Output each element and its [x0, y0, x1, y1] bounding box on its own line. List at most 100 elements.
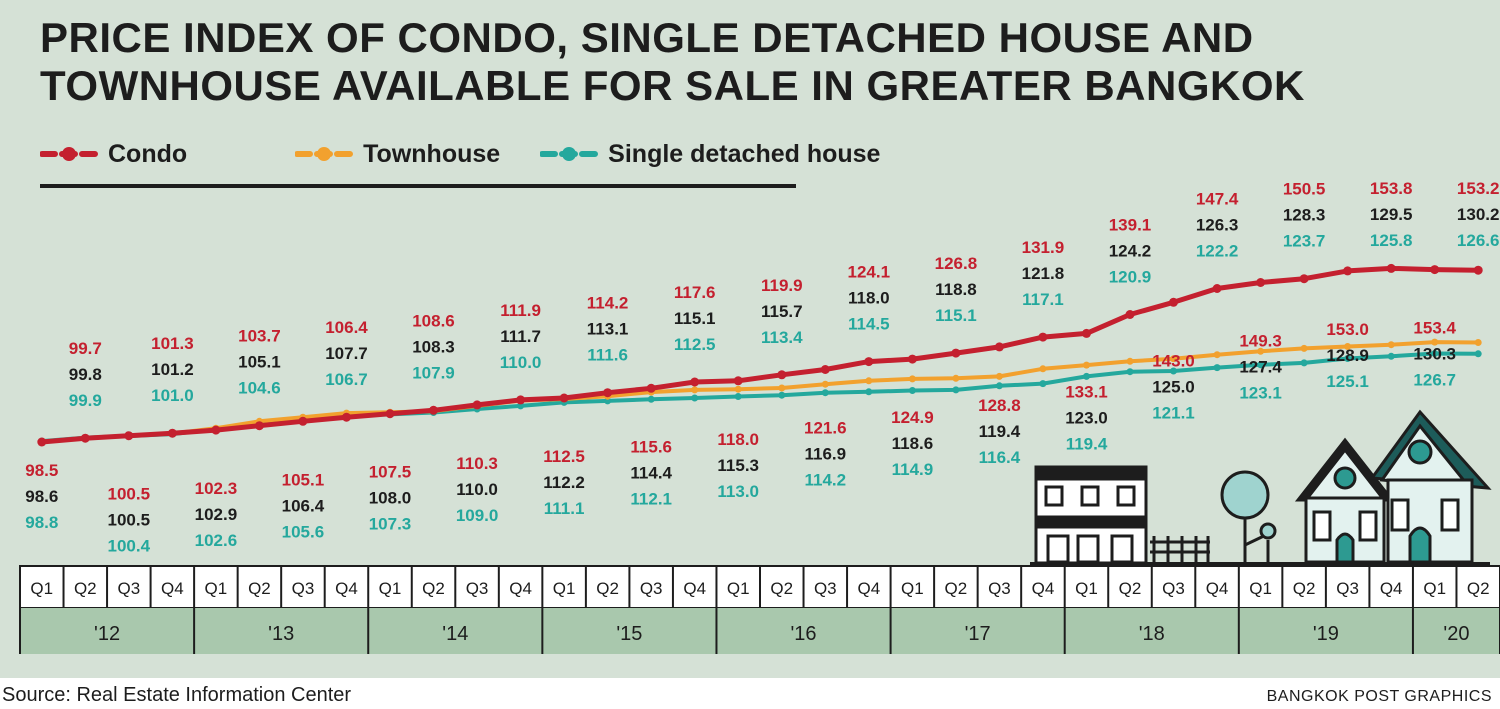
quarter-tick-label: Q2 — [1119, 579, 1142, 598]
quarter-tick-label: Q2 — [248, 579, 271, 598]
single-detached-house-point — [1170, 367, 1177, 375]
condo-point — [1343, 266, 1353, 276]
single-detached-house-data-label: 114.9 — [892, 460, 934, 479]
townhouse-data-label: 108.0 — [369, 489, 412, 508]
condo-point — [646, 383, 656, 393]
condo-data-label: 118.0 — [717, 430, 759, 449]
single-detached-house-point — [734, 393, 742, 400]
condo-data-label: 119.9 — [761, 276, 803, 295]
condo-point — [385, 409, 395, 419]
single-detached-house-point — [1083, 372, 1090, 380]
townhouse-point — [1213, 351, 1221, 359]
condo-data-label: 114.2 — [587, 294, 629, 313]
condo-data-label: 149.3 — [1239, 332, 1282, 351]
quarter-tick-label: Q1 — [379, 579, 402, 598]
condo-data-label: 126.8 — [935, 254, 978, 273]
townhouse-point — [821, 380, 829, 388]
townhouse-point — [908, 375, 916, 383]
condo-point — [1430, 265, 1440, 275]
townhouse-data-label: 111.7 — [500, 327, 541, 346]
condo-point — [951, 348, 961, 358]
townhouse-point — [1431, 338, 1439, 346]
single-detached-house-data-label: 122.2 — [1196, 242, 1239, 261]
quarter-tick-label: Q4 — [161, 579, 184, 598]
condo-point — [994, 342, 1004, 352]
townhouse-point — [1387, 341, 1395, 349]
townhouse-data-label: 101.2 — [151, 360, 194, 379]
legend-swatch-condo — [40, 147, 98, 161]
legend-label-townhouse: Townhouse — [363, 139, 501, 168]
quarter-tick-label: Q4 — [1032, 579, 1055, 598]
source-note: Source: Real Estate Information Center — [2, 684, 352, 706]
townhouse-data-label: 115.7 — [761, 302, 803, 321]
quarter-tick-label: Q2 — [1293, 579, 1316, 598]
townhouse-data-label: 114.4 — [630, 463, 672, 482]
townhouse-point — [952, 374, 960, 382]
townhouse-data-label: 112.2 — [543, 473, 585, 492]
single-detached-house-point — [1431, 350, 1439, 357]
condo-point — [1473, 265, 1483, 275]
single-detached-house-point — [647, 395, 655, 403]
townhouse-point — [778, 384, 786, 392]
legend-item-townhouse: Townhouse — [295, 140, 500, 169]
single-detached-house-data-label: 105.6 — [282, 522, 325, 541]
condo-point — [820, 365, 830, 374]
legend-item-single-detached-house: Single detached house — [540, 140, 880, 169]
townhouse-data-label: 124.2 — [1109, 242, 1152, 261]
quarter-tick-label: Q1 — [553, 579, 576, 598]
single-detached-house-point — [1387, 352, 1395, 360]
single-detached-house-point — [1344, 355, 1352, 362]
single-detached-house-point — [865, 388, 873, 396]
single-detached-house-data-label: 114.2 — [804, 471, 846, 490]
title-line-2: TOWNHOUSE AVAILABLE FOR SALE IN GREATER … — [40, 62, 1305, 109]
year-tick-label: '17 — [965, 623, 991, 645]
townhouse-data-label: 129.5 — [1370, 205, 1413, 224]
single-detached-house-data-label: 116.4 — [979, 448, 1021, 467]
single-detached-house-point — [908, 387, 916, 394]
single-detached-house-data-label: 114.5 — [848, 315, 890, 334]
condo-data-label: 133.1 — [1065, 382, 1108, 401]
condo-point — [342, 412, 351, 422]
single-detached-house-point — [517, 402, 525, 410]
quarter-tick-label: Q3 — [292, 579, 315, 598]
single-detached-house-data-label: 125.8 — [1370, 231, 1413, 250]
condo-data-label: 102.3 — [195, 479, 238, 498]
legend-label-condo: Condo — [108, 139, 188, 168]
townhouse-data-label: 118.0 — [848, 289, 890, 308]
townhouse-point — [691, 386, 699, 394]
condo-data-label: 121.6 — [804, 419, 847, 438]
single-detached-house-point — [1039, 380, 1047, 388]
townhouse-data-label: 113.1 — [587, 320, 629, 339]
condo-point — [1082, 328, 1091, 338]
condo-data-label: 150.5 — [1283, 180, 1326, 199]
single-detached-house-data-label: 112.5 — [674, 335, 716, 354]
condo-data-label: 124.9 — [891, 408, 934, 427]
single-detached-house-point — [952, 386, 960, 394]
single-detached-house-point — [1300, 359, 1308, 367]
legend-item-condo: Condo — [40, 140, 187, 169]
quarter-tick-label: Q4 — [335, 579, 358, 598]
single-detached-house-data-label: 110.0 — [500, 353, 542, 372]
townhouse-data-label: 116.9 — [804, 445, 846, 464]
condo-point — [167, 428, 177, 438]
townhouse-point — [1257, 347, 1265, 355]
condo-point — [907, 354, 917, 364]
condo-point — [472, 400, 482, 410]
townhouse-data-label: 106.4 — [282, 496, 325, 515]
condo-data-label: 128.8 — [978, 396, 1021, 415]
quarter-tick-label: Q1 — [901, 579, 924, 598]
single-detached-house-point — [821, 389, 829, 397]
quarter-tick-label: Q3 — [814, 579, 837, 598]
condo-point — [733, 376, 743, 386]
townhouse-data-label: 115.1 — [674, 309, 716, 328]
single-detached-house-data-label: 111.6 — [587, 346, 628, 365]
condo-point — [864, 357, 874, 367]
condo-data-label: 147.4 — [1196, 190, 1239, 209]
single-detached-house-data-label: 99.9 — [69, 391, 102, 410]
condo-point — [1299, 274, 1309, 284]
single-detached-house-data-label: 117.1 — [1022, 290, 1064, 309]
quarter-tick-label: Q1 — [205, 579, 228, 598]
quarter-tick-label: Q4 — [1206, 579, 1229, 598]
quarter-tick-label: Q2 — [596, 579, 619, 598]
townhouse-data-label: 128.3 — [1283, 206, 1326, 225]
